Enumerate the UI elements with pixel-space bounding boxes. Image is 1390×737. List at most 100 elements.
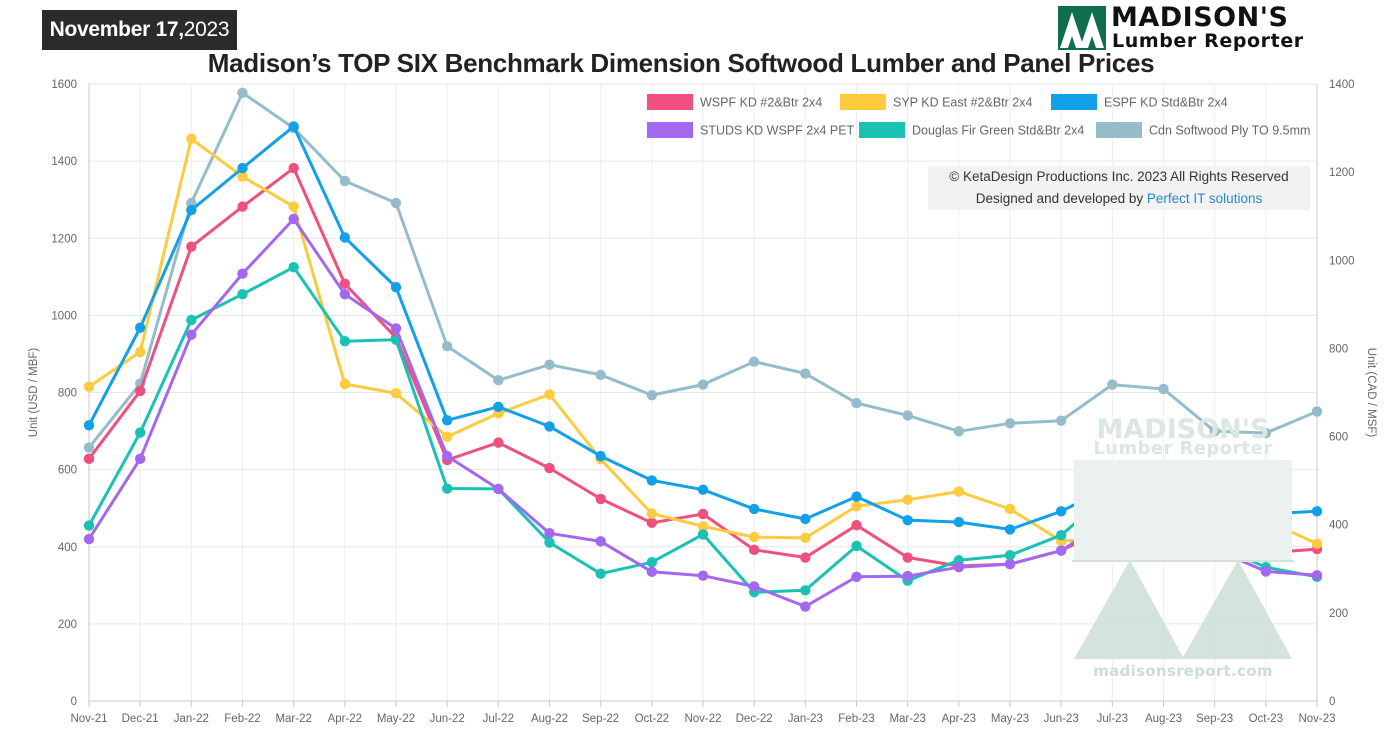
data-point [800,552,811,563]
data-point [1311,506,1323,517]
data-point [1311,406,1323,417]
x-tick-label: Jan-23 [788,713,823,725]
y2-tick-label: 600 [1329,432,1348,444]
madisons-logo[interactable]: MADISON'S Lumber Reporter [1058,2,1358,52]
watermark: MADISON'S Lumber Reporter madisonsreport… [1072,414,1294,686]
data-point [697,508,709,520]
data-point [544,359,555,370]
data-point [595,493,606,505]
x-tick-label: May-22 [377,713,415,725]
data-point [83,520,95,531]
x-tick-label: Aug-23 [1145,713,1182,725]
data-point [1004,418,1016,429]
data-point [697,529,709,540]
data-point [748,356,760,367]
y-tick-label: 1200 [51,233,77,245]
data-point [646,389,658,401]
x-tick-label: Dec-22 [736,713,773,725]
legend-label: ESPF KD Std&Btr 2x4 [1104,96,1228,110]
legend-swatch [1051,94,1097,110]
data-point [1004,558,1016,570]
data-point [237,288,248,300]
x-tick-label: Oct-23 [1249,713,1284,725]
copyright-box: © KetaDesign Productions Inc. 2023 All R… [928,166,1310,210]
x-tick-label: Sep-22 [582,713,619,725]
data-point [83,453,95,465]
data-point [186,197,197,209]
data-point [493,483,504,495]
data-point [851,501,862,512]
data-point [1004,550,1016,561]
y-tick-label: 600 [58,465,77,477]
y-tick-label: 1000 [51,310,77,322]
data-point [800,585,811,596]
designer-credit: Designed and developed by Perfect IT sol… [928,188,1310,210]
data-point [134,427,146,438]
data-point [646,508,658,519]
data-point [134,322,146,333]
data-point [1158,383,1169,395]
x-tick-label: Nov-22 [684,713,721,725]
legend-label: STUDS KD WSPF 2x4 PET [700,124,855,138]
data-point [83,420,95,431]
x-tick-label: Sep-23 [1196,713,1233,725]
data-point [1209,426,1220,437]
y2-tick-label: 800 [1329,343,1348,355]
data-point [441,415,453,426]
data-point [697,570,709,581]
legend-label: Cdn Softwood Ply TO 9.5mm [1149,124,1310,138]
x-tick-label: Jul-22 [483,713,514,725]
data-point [595,369,606,381]
data-point [339,288,351,300]
x-tick-label: Feb-23 [838,713,874,725]
date-year: 2023 [183,18,230,41]
data-point [390,388,402,399]
data-point [1055,506,1067,517]
date-badge: November 17,2023 [42,10,237,50]
legend-swatch [1096,122,1142,138]
x-tick-label: Jul-23 [1097,713,1128,725]
data-point [851,540,862,552]
y-tick-label: 400 [58,542,77,554]
watermark-mountains-icon [1072,460,1294,659]
x-tick-label: Apr-22 [328,713,363,725]
y2-tick-label: 1000 [1329,255,1355,267]
logo-name: MADISON'S [1111,2,1289,33]
data-point [390,282,402,293]
data-point [902,570,913,582]
data-point [288,162,299,174]
data-point [493,401,504,412]
data-point [748,503,760,515]
chart-axes: 0 200 400 600 800 1000 1200 1400 1600 0 200 400 600 8… [28,79,1377,725]
legend-swatch [859,122,905,138]
data-point [339,175,351,187]
data-point [1004,503,1016,515]
data-point [953,516,965,528]
data-point [544,537,555,548]
x-tick-label: Aug-22 [531,713,568,725]
y2-tick-label: 0 [1329,696,1335,708]
data-point [851,571,862,583]
data-point [339,278,351,289]
data-point [646,517,658,529]
data-point [697,521,709,532]
y-tick-label: 1400 [51,156,77,168]
data-point [595,450,606,462]
data-point [595,568,606,579]
x-tick-label: Jun-22 [430,713,465,725]
data-point [1107,379,1118,390]
date-month-day: November 17, [49,18,184,41]
data-point [288,213,299,225]
x-tick-label: Dec-21 [122,713,159,725]
data-point [186,241,197,252]
data-point [288,121,299,132]
x-tick-label: May-23 [991,713,1029,725]
x-tick-label: Oct-22 [635,713,670,725]
x-tick-label: Mar-22 [275,713,311,725]
y-tick-label: 800 [58,388,77,400]
data-point [390,323,402,334]
designer-link[interactable]: Perfect IT solutions [1146,191,1263,206]
data-point [339,336,351,347]
data-point [902,552,913,563]
data-point [851,397,862,409]
